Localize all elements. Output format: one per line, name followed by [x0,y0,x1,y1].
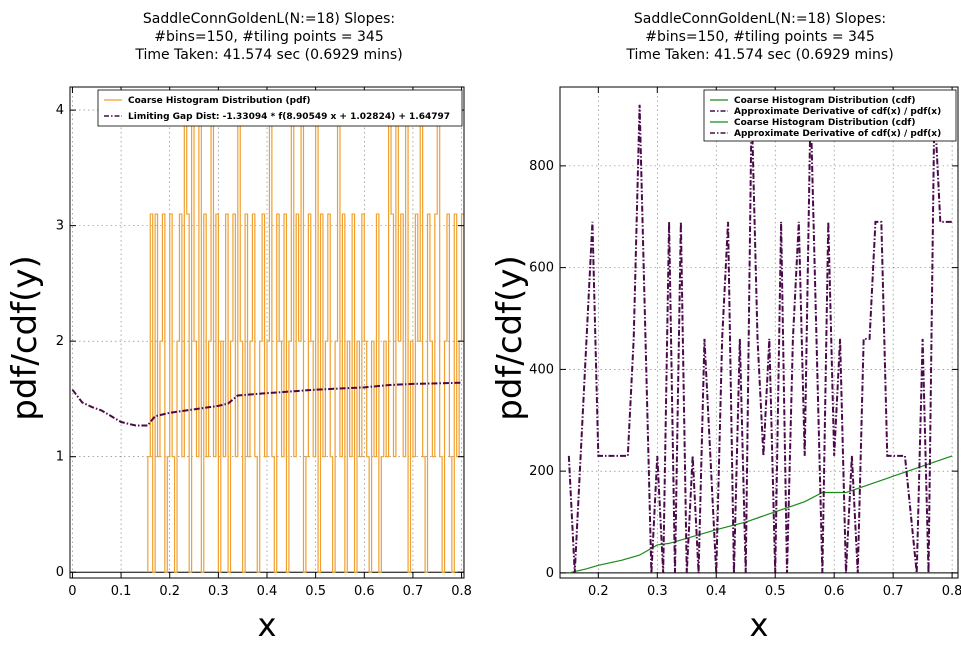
right-legend-label-1: Coarse Histogram Distribution (cdf) [734,96,915,106]
left-x-tick-label: 0.7 [403,584,424,599]
left-y-tick-label: 4 [56,103,64,118]
right-axes-frame [559,86,959,579]
left-legend-box [97,89,463,127]
right-x-tick-label: 0.3 [647,584,668,599]
left-title-line-2: #bins=150, #tiling points = 345 [154,29,383,45]
left-y-tick-label: 3 [56,219,64,234]
right-title-line-2: #bins=150, #tiling points = 345 [645,29,874,45]
left-ticks: 0 0.1 0.2 0.3 0.4 0.5 0.6 0.7 0.8 0 1 2 3 4 [56,87,472,599]
right-y-tick-label: 600 [529,261,554,276]
left-y-tick-label: 2 [56,334,64,349]
right-legend-label-4: Approximate Derivative of cdf(x) / pdf(x… [734,129,941,139]
right-x-tick-label: 0.7 [883,584,904,599]
left-y-tick-label: 0 [56,565,64,580]
left-x-tick-label: 0 [68,584,76,599]
left-y-axis-label: pdf/cdf(y) [5,255,45,420]
right-legend: Coarse Histogram Distribution (cdf) Appr… [703,89,957,142]
left-x-tick-label: 0.6 [354,584,375,599]
left-title-line-3: Time Taken: 41.574 sec (0.6929 mins) [134,47,402,63]
right-plot-area [560,104,958,574]
right-y-tick-label: 0 [546,566,554,581]
left-y-tick-label: 1 [56,450,64,465]
left-x-tick-label: 0.2 [159,584,180,599]
left-x-tick-label: 0.4 [257,584,278,599]
right-x-tick-label: 0.8 [942,584,961,599]
left-chart: SaddleConnGoldenL(N:=18) Slopes: #bins=1… [5,11,472,644]
right-legend-label-3: Coarse Histogram Distribution (cdf) [734,118,915,128]
right-x-tick-label: 0.2 [588,584,609,599]
right-x-tick-label: 0.6 [824,584,845,599]
right-title-line-3: Time Taken: 41.574 sec (0.6929 mins) [625,47,893,63]
right-y-tick-label: 200 [529,464,554,479]
right-ticks: 0.2 0.3 0.4 0.5 0.6 0.7 0.8 0 200 400 600 800 [529,87,961,599]
right-chart: SaddleConnGoldenL(N:=18) Slopes: #bins=1… [490,11,961,644]
left-legend: Coarse Histogram Distribution (pdf) Limi… [97,89,463,127]
right-series-0-line [568,455,953,574]
right-x-axis-label: x [750,606,769,644]
right-legend-box [703,89,957,142]
right-series-1-line [567,104,953,574]
left-x-tick-label: 0.3 [208,584,229,599]
left-legend-label-limit: Limiting Gap Dist: -1.33094 * f(8.90549 … [128,112,450,122]
left-x-tick-label: 0.1 [111,584,132,599]
right-y-tick-label: 800 [529,159,554,174]
left-legend-label-pdf: Coarse Histogram Distribution (pdf) [128,96,311,106]
right-x-tick-label: 0.5 [765,584,786,599]
right-x-tick-label: 0.4 [706,584,727,599]
right-title-line-1: SaddleConnGoldenL(N:=18) Slopes: [634,11,886,27]
left-title-line-1: SaddleConnGoldenL(N:=18) Slopes: [143,11,395,27]
left-series-1-line [71,381,462,427]
right-legend-label-2: Approximate Derivative of cdf(x) / pdf(x… [734,107,941,117]
right-y-axis-label: pdf/cdf(y) [490,255,530,420]
left-x-tick-label: 0.8 [451,584,472,599]
right-y-tick-label: 400 [529,362,554,377]
left-x-axis-label: x [258,606,277,644]
left-x-tick-label: 0.5 [305,584,326,599]
